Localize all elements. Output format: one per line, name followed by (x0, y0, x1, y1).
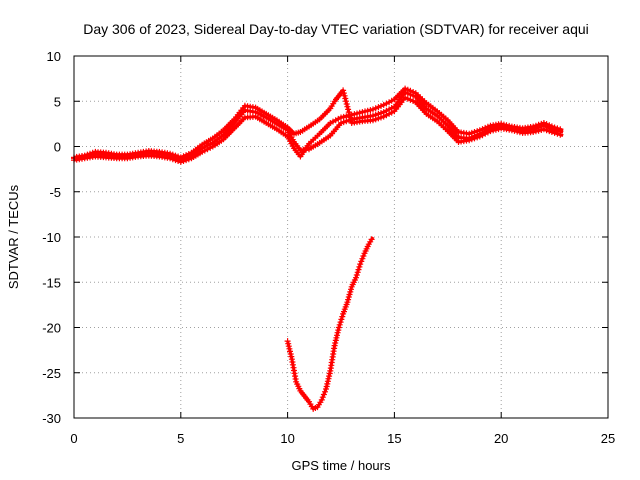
series-lower-dip (284, 236, 375, 412)
series-point-markers (71, 87, 564, 161)
x-tick-label: 10 (280, 431, 294, 446)
y-tick-label: -30 (42, 411, 61, 426)
y-tick-label: -5 (49, 185, 61, 200)
y-axis-label: SDTVAR / TECUs (6, 184, 21, 289)
y-tick-label: -25 (42, 366, 61, 381)
series-trace (73, 88, 564, 159)
x-tick-label: 0 (70, 431, 77, 446)
y-tick-label: -15 (42, 275, 61, 290)
y-tick-label: -20 (42, 321, 61, 336)
y-tick-label: 5 (54, 94, 61, 109)
x-tick-label: 20 (494, 431, 508, 446)
series-upper-track-c (71, 87, 564, 161)
tick-layer: 0 5 10 15 20 25 10 5 0 -5 -10 -15 -20 -25 -30 (42, 49, 615, 446)
x-tick-label: 15 (387, 431, 401, 446)
x-tick-label: 25 (601, 431, 615, 446)
y-tick-label: -10 (42, 230, 61, 245)
y-tick-label: 10 (47, 49, 61, 64)
chart-title: Day 306 of 2023, Sidereal Day-to-day VTE… (83, 21, 589, 37)
x-axis-label: GPS time / hours (292, 458, 391, 473)
x-tick-label: 5 (177, 431, 184, 446)
series-point-markers (284, 236, 375, 412)
grid-layer (74, 56, 608, 418)
data-layer (71, 85, 564, 412)
y-tick-label: 0 (54, 140, 61, 155)
